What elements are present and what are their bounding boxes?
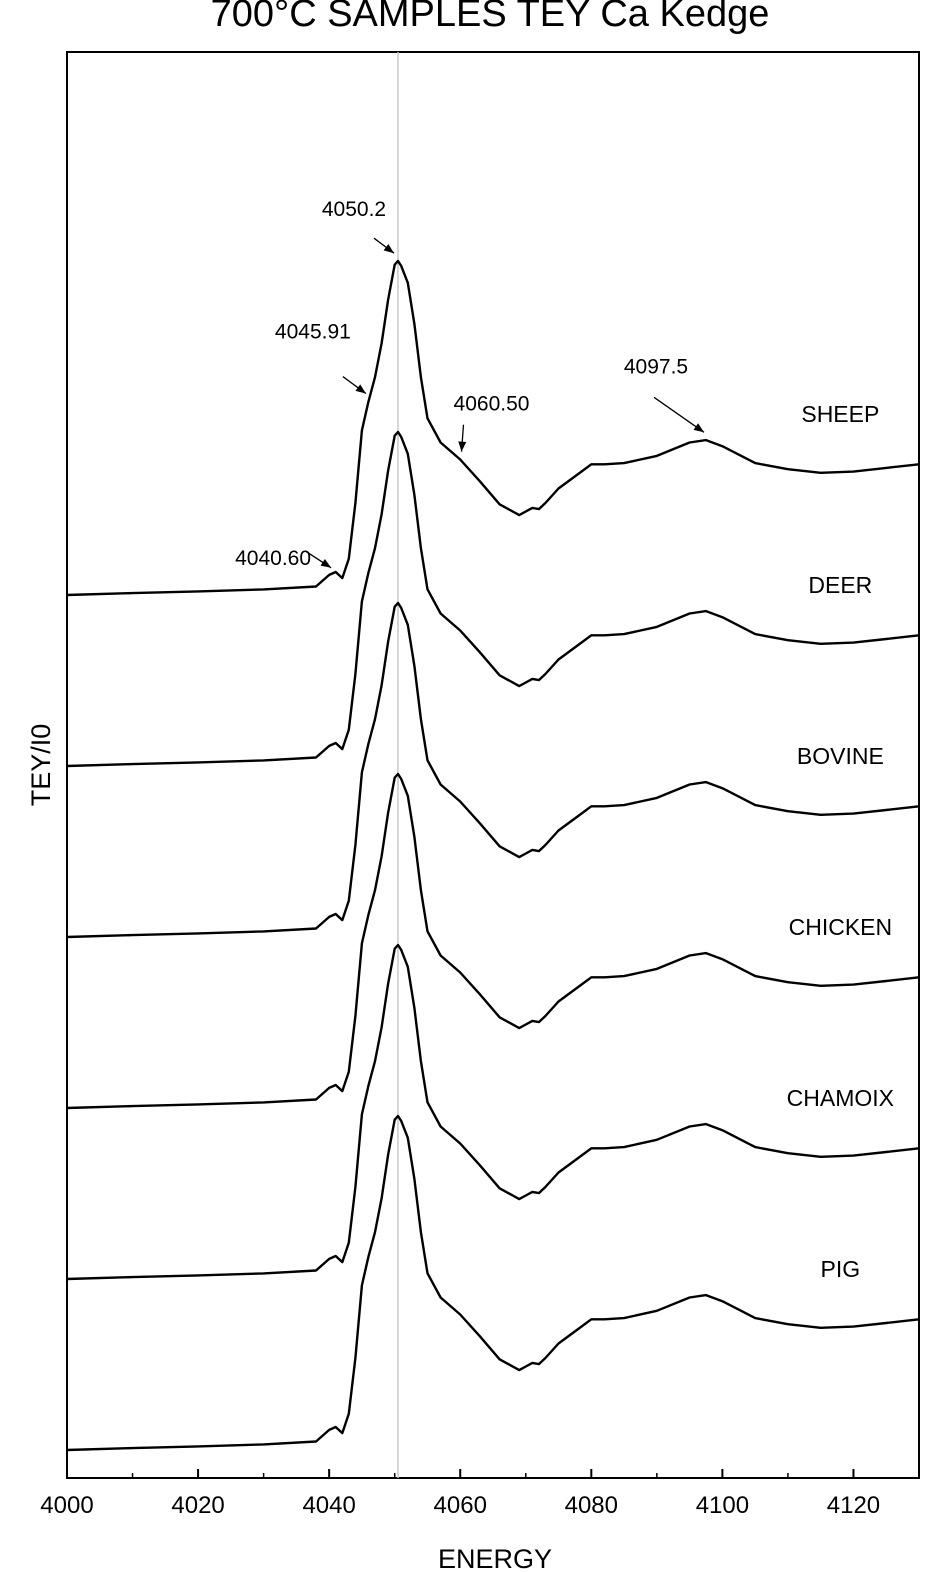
x-tick-label: 4080 — [565, 1492, 618, 1519]
annotations-group: 4050.2 4045.91 4040.60 4060.50 4097.5 — [235, 198, 705, 570]
annotation-arrowhead — [320, 558, 332, 568]
x-tick-label: 4000 — [40, 1492, 93, 1519]
annotation-label: 4097.5 — [624, 355, 688, 378]
x-tick-label: 4020 — [171, 1492, 224, 1519]
series-label-chamoix: CHAMOIX — [787, 1085, 894, 1111]
annotation-arrowhead — [458, 441, 467, 452]
series-label-pig: PIG — [821, 1256, 861, 1282]
x-tick-label: 4040 — [302, 1492, 355, 1519]
series-label-sheep: SHEEP — [801, 401, 879, 427]
annotation-arrowhead — [383, 244, 395, 254]
x-axis-label: ENERGY — [438, 1544, 552, 1573]
x-tick-label: 4120 — [827, 1492, 880, 1519]
series-line-chicken — [66, 772, 920, 1110]
series-line-sheep — [66, 259, 920, 597]
series-label-bovine: BOVINE — [797, 743, 884, 769]
annotation-label: 4060.50 — [454, 393, 530, 416]
series-line-chamoix — [66, 943, 920, 1281]
curves-group — [66, 259, 920, 1452]
plot-frame — [66, 51, 920, 1479]
x-axis-ticks: 4000 4020 4040 4060 4080 4100 4120 — [40, 1469, 880, 1519]
series-line-bovine — [66, 601, 920, 939]
series-label-deer: DEER — [808, 572, 872, 598]
x-tick-label: 4100 — [696, 1492, 749, 1519]
x-tick-label: 4060 — [434, 1492, 487, 1519]
annotation-label: 4045.91 — [275, 321, 351, 344]
annotation-arrowhead — [355, 384, 366, 394]
annotation-label: 4050.2 — [322, 198, 386, 221]
y-axis-label: TEY/I0 — [26, 724, 56, 807]
series-label-chicken: CHICKEN — [789, 914, 893, 940]
annotation-label: 4040.60 — [235, 547, 311, 570]
chart-title: 700°C SAMPLES TEY Ca Kedge — [211, 0, 770, 35]
annotation-arrow — [653, 396, 705, 433]
series-line-deer — [66, 430, 920, 768]
series-line-pig — [66, 1114, 920, 1452]
annotation-arrowhead — [693, 423, 704, 433]
series-labels-group: SHEEP DEER BOVINE CHICKEN CHAMOIX PIG — [787, 401, 894, 1282]
